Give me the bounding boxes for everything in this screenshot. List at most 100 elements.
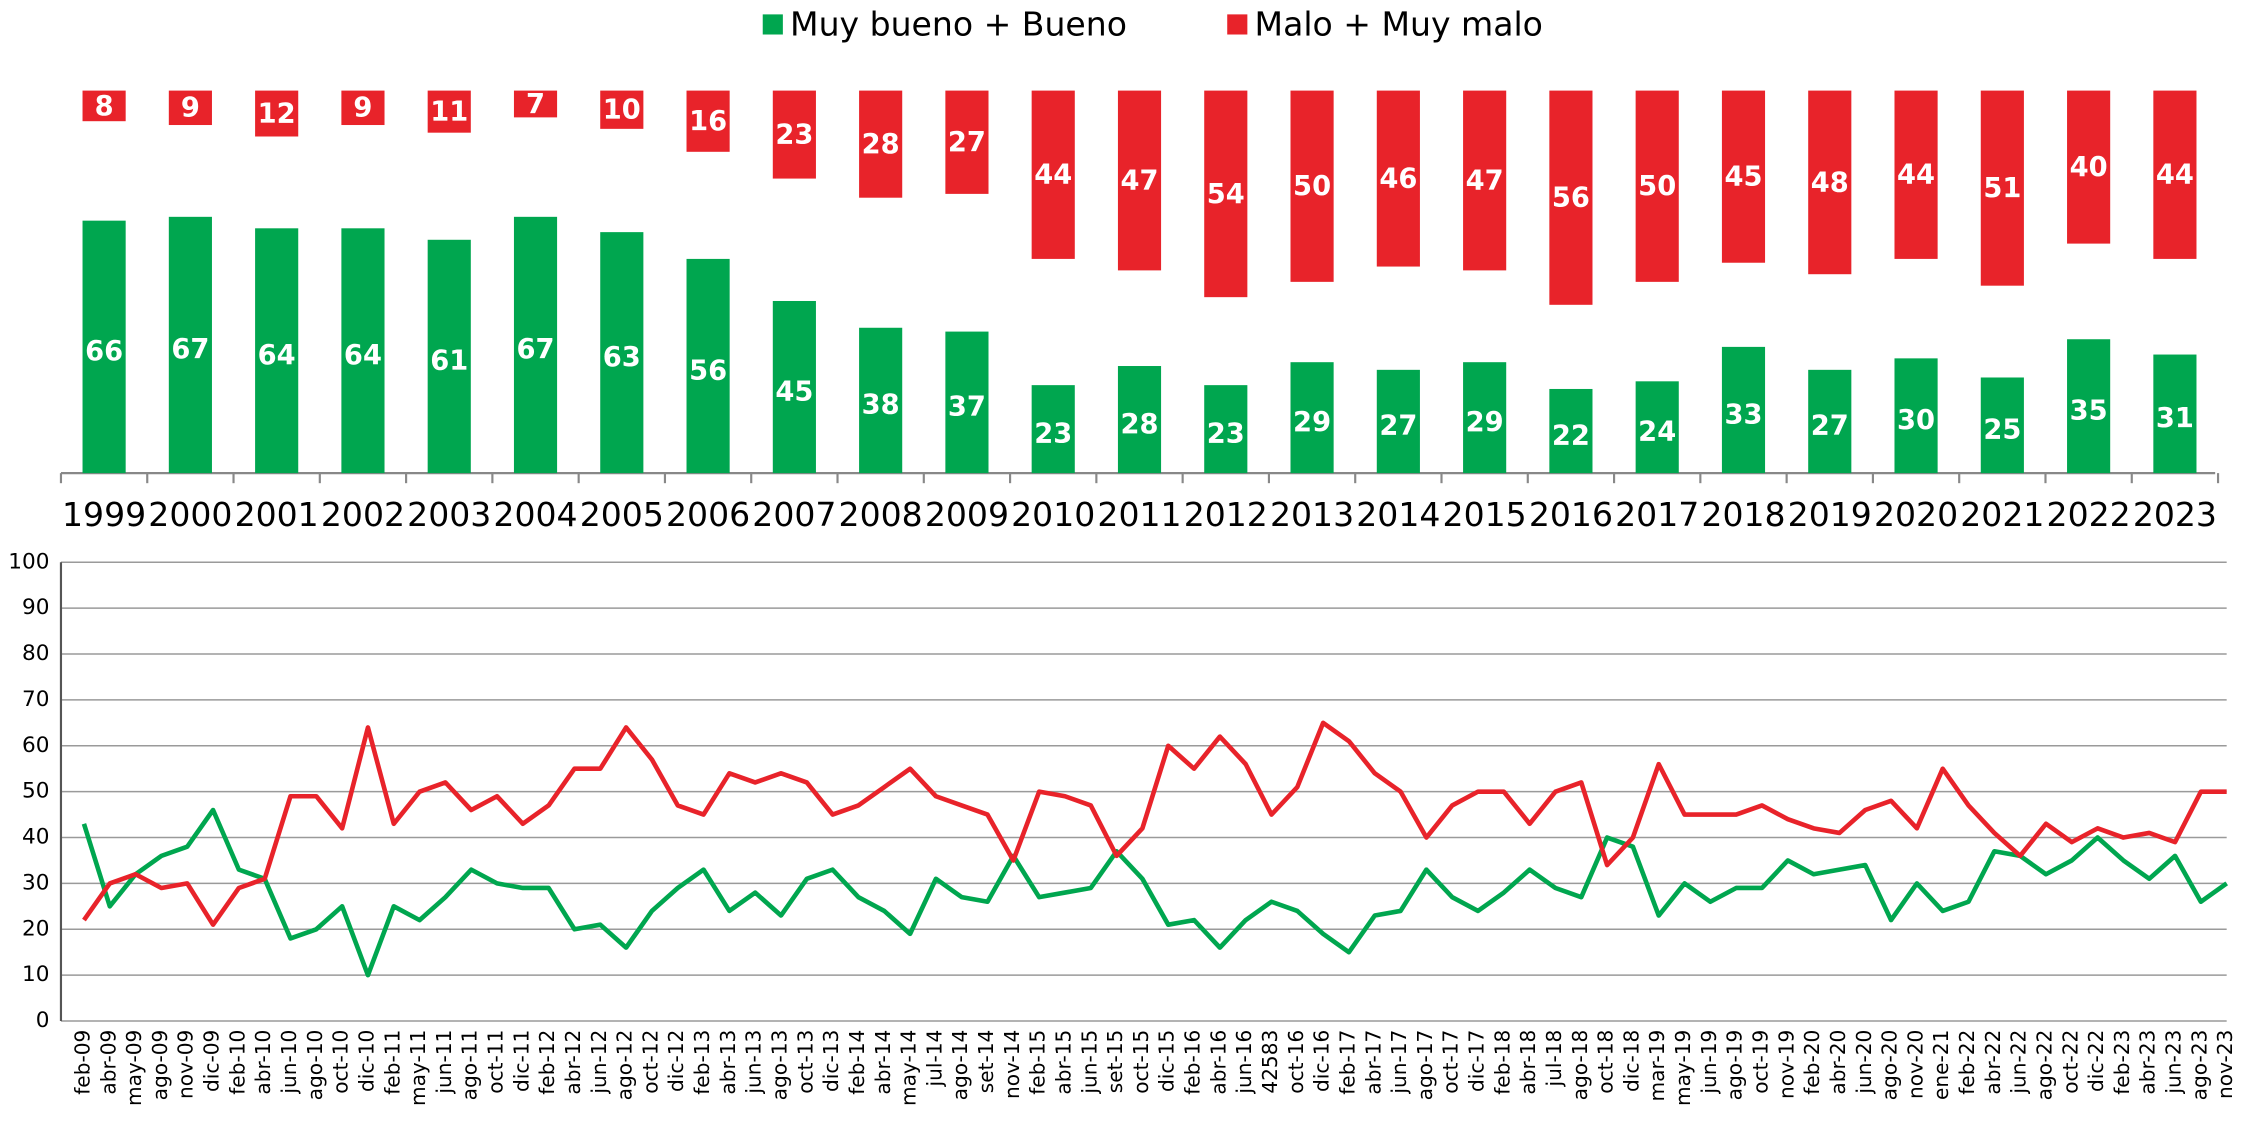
x-tick-label: oct-10 [329,1030,353,1094]
data-label: 56 [1552,183,1590,214]
x-tick-label: ago-20 [1878,1030,1902,1101]
bar [1463,362,1507,474]
data-label: 8 [95,91,114,122]
x-tick-label: feb-23 [2110,1030,2134,1095]
x-tick-label: 2011 [1097,495,1181,534]
x-tick-label: oct-15 [1129,1030,1153,1094]
x-tick-label: ene-21 [1929,1030,1953,1100]
bar [1894,90,1938,259]
bar [945,90,989,194]
x-tick-label: jun-12 [587,1030,611,1095]
x-tick-label: nov-23 [2213,1030,2237,1099]
data-label: 11 [430,97,468,128]
x-tick-label: 2006 [666,495,750,534]
bar [1204,385,1248,474]
x-tick-label: nov-14 [1000,1030,1024,1099]
x-tick-label: abr-18 [1516,1030,1540,1095]
x-tick-label: jun-19 [1697,1030,1721,1095]
bar [686,258,730,474]
bar [1549,388,1593,474]
data-label: 28 [1120,409,1158,440]
data-label: 64 [258,340,296,371]
x-tick-label: ago-09 [148,1030,172,1101]
x-tick-label: feb-10 [225,1030,249,1095]
data-label: 27 [1379,411,1417,442]
y-tick-label: 70 [22,687,49,712]
bar [1463,90,1507,271]
data-label: 12 [258,98,296,129]
x-tick-label: feb-13 [690,1030,714,1095]
y-tick-label: 40 [22,825,49,850]
x-tick-label: abr-22 [1981,1030,2005,1095]
data-label: 56 [689,355,727,386]
x-tick-label: 42583 [1258,1030,1282,1094]
x-tick-label: ago-11 [458,1030,482,1101]
bar [1721,90,1766,263]
data-label: 50 [1638,171,1676,202]
bar [341,90,385,126]
data-label: 33 [1724,399,1762,430]
x-tick-label: jun-11 [432,1030,456,1095]
x-tick-label: jun-17 [1387,1030,1411,1095]
x-tick-label: oct-18 [1594,1030,1618,1094]
x-tick-label: 2014 [1356,495,1440,534]
line-series [82,720,2227,927]
x-tick-label: 2023 [2133,495,2217,534]
data-label: 35 [2070,395,2108,426]
x-tick-label: 2018 [1701,495,1785,534]
data-label: 24 [1638,416,1676,447]
bar [1635,90,1679,282]
bar [82,90,126,122]
x-tick-label: 2022 [2047,495,2131,534]
data-label: 45 [775,376,813,407]
x-tick-label: ago-17 [1413,1030,1437,1101]
bar [1290,90,1334,282]
bar [2067,339,2111,474]
legend-label: Muy bueno + Bueno [790,4,1127,43]
data-label: 64 [344,340,382,371]
legend-label: Malo + Muy malo [1255,4,1543,43]
x-tick-label: oct-17 [1439,1030,1463,1094]
y-tick-label: 20 [22,916,49,941]
data-label: 7 [526,89,545,120]
bar [600,232,644,474]
data-label: 38 [862,390,900,421]
bar [1117,366,1162,474]
x-tick-label: jun-15 [1077,1030,1101,1095]
x-tick-label: 2008 [839,495,923,534]
data-label: 63 [603,342,641,373]
x-tick-label: oct-12 [638,1030,662,1094]
bar [1031,90,1075,259]
x-tick-label: feb-09 [70,1030,94,1095]
bar [945,331,989,474]
x-tick-label: 2009 [925,495,1009,534]
data-label: 40 [2070,152,2108,183]
x-tick-label: ago-14 [948,1030,972,1101]
y-tick-label: 60 [22,733,49,758]
x-tick-label: 2001 [235,495,319,534]
data-label: 67 [171,334,209,365]
x-tick-label: ago-10 [303,1030,327,1101]
x-tick-label: may-19 [1671,1030,1695,1106]
x-tick-label: ago-23 [2187,1030,2211,1101]
bar [1980,90,2024,286]
data-label: 46 [1379,164,1417,195]
x-tick-label: feb-15 [1026,1030,1050,1095]
x-tick-label: feb-12 [535,1030,559,1095]
data-label: 10 [603,95,641,126]
x-tick-label: abr-13 [716,1030,740,1095]
x-tick-label: 2005 [580,495,664,534]
x-tick-label: may-09 [122,1030,146,1106]
bar [1635,381,1679,474]
bar [1290,362,1334,474]
x-tick-label: 2007 [752,495,836,534]
data-label: 27 [948,127,986,158]
data-label: 31 [2156,403,2194,434]
data-label: 22 [1552,420,1590,451]
data-label: 50 [1293,171,1331,202]
x-tick-label: dic-18 [1619,1030,1643,1092]
data-label: 54 [1207,179,1245,210]
x-tick-label: feb-20 [1800,1030,1824,1095]
x-tick-label: feb-16 [1181,1030,1205,1095]
data-label: 27 [1811,411,1849,442]
